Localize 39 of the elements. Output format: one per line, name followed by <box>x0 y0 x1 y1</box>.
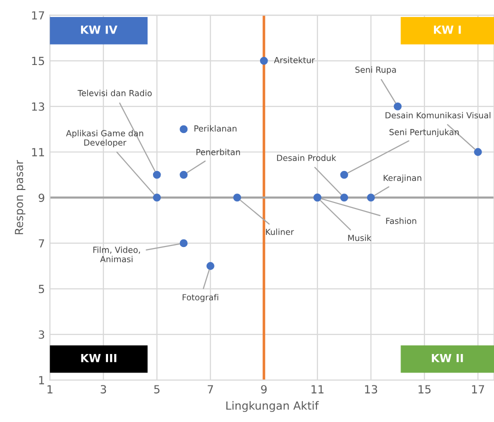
annotation: Fotografi <box>182 294 218 302</box>
x-tick-label: 5 <box>154 385 160 394</box>
annotation: Musik <box>348 234 372 242</box>
y-tick-label: 17 <box>32 11 44 20</box>
x-axis-title: Lingkungan Aktif <box>226 401 319 412</box>
annotation: Desain Komunikasi Visual <box>386 112 490 118</box>
y-tick-label: 9 <box>38 194 44 202</box>
annotation: Desain Produk <box>277 154 336 162</box>
annotation: Film, Video, Animasi <box>93 246 140 262</box>
annotation: Fashion <box>386 218 416 224</box>
y-tick-label: 15 <box>32 56 44 66</box>
y-tick-label: 13 <box>32 102 44 111</box>
x-tick-label: 11 <box>312 385 324 394</box>
x-tick-label: 1 <box>48 385 52 394</box>
annotation: KW IV <box>81 26 118 34</box>
annotation: Aplikasi Game dan Developer <box>66 130 144 148</box>
annotation: Periklanan <box>194 125 236 132</box>
y-tick-label: 7 <box>38 239 44 248</box>
x-tick-label: 3 <box>100 385 106 394</box>
annotation: Televisi dan Radio <box>78 90 152 96</box>
annotation: KW I <box>434 26 461 34</box>
annotation: KW II <box>432 354 463 362</box>
annotation: KW III <box>81 354 116 362</box>
y-axis-title: Respon pasar <box>14 160 26 234</box>
x-tick-label: 13 <box>365 385 378 394</box>
x-tick-label: 9 <box>261 385 267 394</box>
y-tick-label: 11 <box>32 148 44 156</box>
x-tick-label: 15 <box>418 385 431 394</box>
y-tick-label: 1 <box>39 376 44 384</box>
annotation: Seni Pertunjukan <box>390 128 459 137</box>
y-tick-label: 3 <box>38 330 44 339</box>
x-tick-label: 7 <box>208 385 213 394</box>
annotation: Seni Rupa <box>355 66 396 74</box>
annotation: Arsitektur <box>274 56 315 64</box>
annotation: Penerbitan <box>196 148 240 156</box>
x-tick-label: 17 <box>472 385 484 394</box>
y-tick-label: 5 <box>38 284 44 294</box>
annotation: Kuliner <box>266 228 294 236</box>
annotation: Kerajinan <box>384 174 422 183</box>
